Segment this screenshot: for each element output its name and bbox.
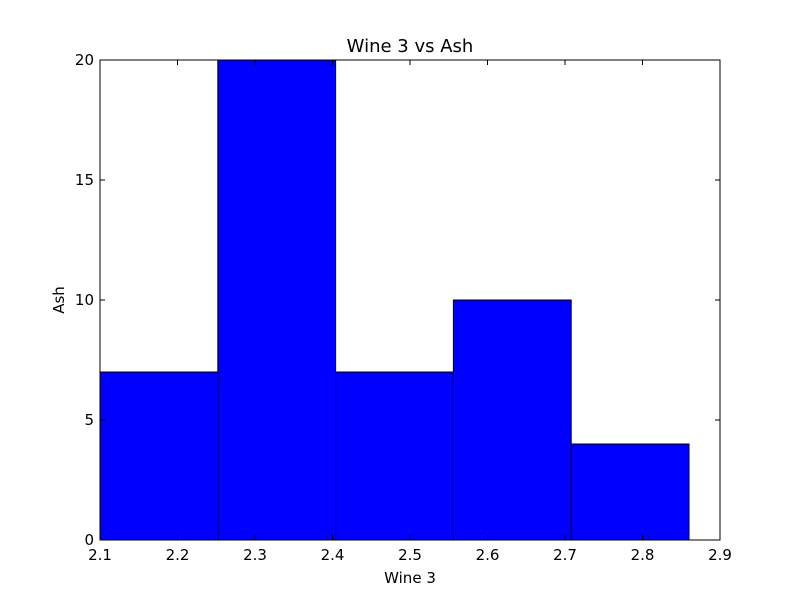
bar-4	[452, 299, 572, 541]
y-tick-label-3: 10	[75, 291, 94, 309]
plot-frame	[99, 59, 721, 541]
ticks-layer: 2.1 2.2 2.3 2.4 2.5 2.6 2.7 2.8 2.9 0 5 10 15 20	[75, 51, 732, 564]
y-tick-label-4: 15	[75, 171, 94, 189]
x-axis-title: Wine 3	[384, 569, 436, 587]
y-tick-label-1: 0	[84, 531, 94, 549]
bar-1	[99, 371, 219, 541]
x-tick-label-1: 2.1	[88, 546, 112, 564]
x-tick-label-8: 2.8	[631, 546, 655, 564]
chart-title: Wine 3 vs Ash	[347, 36, 474, 57]
y-axis-title: Ash	[50, 286, 68, 314]
y-tick-label-5: 20	[75, 51, 94, 69]
bar-3	[335, 371, 454, 541]
x-tick-label-5: 2.5	[398, 546, 422, 564]
y-tick-label-2: 5	[84, 411, 94, 429]
x-tick-label-4: 2.4	[321, 546, 345, 564]
x-tick-label-7: 2.7	[553, 546, 577, 564]
x-tick-label-9: 2.9	[708, 546, 732, 564]
x-tick-label-3: 2.3	[243, 546, 267, 564]
x-tick-label-2: 2.2	[166, 546, 190, 564]
bars-layer	[99, 59, 690, 541]
bar-2	[217, 59, 337, 541]
x-tick-label-6: 2.6	[476, 546, 500, 564]
bar-5	[570, 443, 690, 541]
